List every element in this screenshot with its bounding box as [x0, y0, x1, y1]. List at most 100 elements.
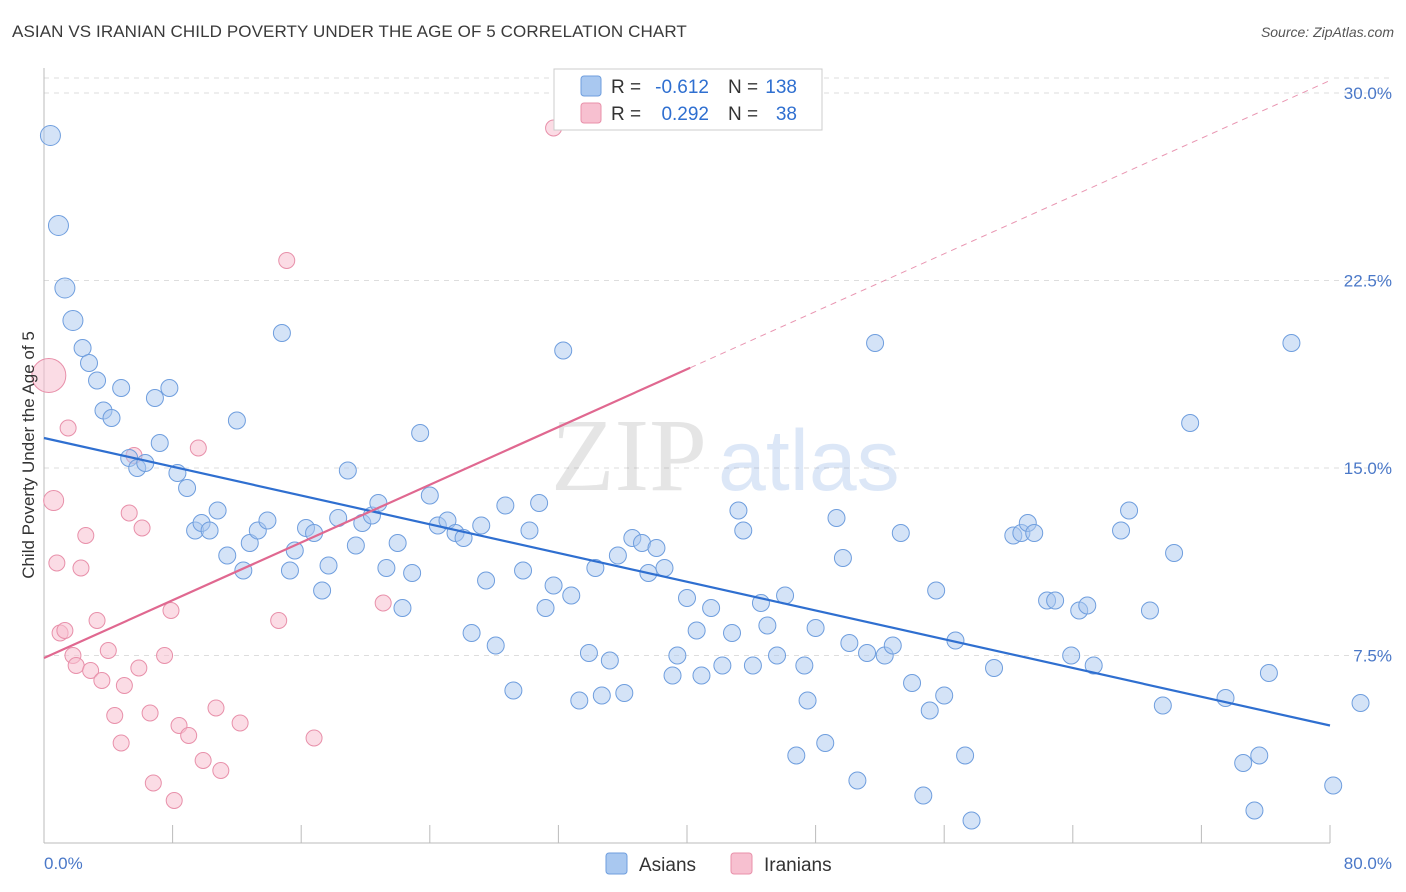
legend-r-value: 0.292 — [661, 104, 709, 125]
asians-point — [1324, 776, 1343, 795]
asians-point — [914, 786, 933, 805]
iranians-point — [189, 439, 207, 457]
legend-n-label: N = — [728, 77, 758, 98]
asians-point — [678, 589, 696, 607]
asians-point — [615, 684, 634, 702]
iranians-point — [43, 490, 65, 511]
asians-point — [462, 624, 481, 642]
asians-point — [1234, 754, 1253, 772]
asians-point — [798, 691, 817, 710]
asians-point — [73, 339, 92, 357]
asians-point — [80, 354, 99, 372]
watermark-atlas: atlas — [718, 413, 900, 509]
asians-point — [935, 686, 954, 705]
asians-point — [486, 636, 505, 655]
asians-point — [420, 486, 439, 505]
asians-point — [962, 811, 981, 830]
asians-point — [1259, 664, 1278, 682]
legend-n-value: 38 — [776, 104, 797, 125]
iranians-point — [162, 602, 180, 619]
y-tick-label: 30.0% — [1344, 84, 1392, 103]
asians-point — [600, 651, 619, 670]
asians-point — [536, 599, 555, 617]
trend-layer — [43, 80, 1331, 727]
iranians-point — [165, 792, 183, 809]
bottom-legend: Asians Iranians — [605, 852, 832, 876]
asians-point — [403, 564, 422, 582]
iranians-point — [56, 622, 74, 639]
iranians-point — [278, 252, 296, 269]
bottom-legend-label-iranians: Iranians — [764, 855, 832, 876]
asians-point — [160, 379, 179, 397]
asians-point — [1165, 544, 1184, 562]
iranians-point — [194, 752, 212, 769]
asians-point — [927, 581, 946, 600]
iranians-point — [207, 699, 225, 717]
iranians-point — [305, 729, 323, 747]
asians-point — [258, 511, 277, 530]
asians-point — [472, 516, 491, 535]
asians-point — [713, 656, 732, 675]
iranians-point — [120, 504, 138, 522]
y-tick-label: 7.5% — [1353, 647, 1392, 666]
legend-r-label: R = — [611, 104, 641, 125]
asians-point — [663, 666, 682, 685]
asians-point — [592, 686, 611, 705]
asians-point — [687, 621, 706, 640]
asians-point — [150, 434, 169, 452]
asians-point — [544, 576, 563, 595]
asians-point — [702, 599, 721, 617]
top-legend: R = -0.612 N = 138 R = 0.292 N = 38 — [553, 68, 823, 131]
asians-point — [54, 277, 76, 299]
y-tick-label: 22.5% — [1344, 272, 1392, 291]
y-tick-label: 15.0% — [1344, 459, 1392, 478]
bottom-legend-label-asians: Asians — [639, 855, 696, 876]
asians-point — [787, 746, 806, 765]
iranians-point — [133, 519, 151, 537]
asians-point — [112, 379, 131, 397]
asians-point — [883, 636, 902, 655]
asians-point — [795, 656, 814, 675]
asians-point — [47, 215, 69, 236]
asians-point — [477, 571, 496, 590]
asians-point — [346, 536, 365, 555]
asians-point — [692, 666, 711, 685]
asians-point — [1120, 501, 1139, 520]
asians-point — [840, 634, 859, 652]
asians-point — [200, 521, 219, 540]
x-tick-label: 80.0% — [1344, 854, 1392, 873]
asians-point — [734, 521, 753, 540]
iranians-point — [67, 657, 85, 674]
asians-point — [145, 389, 164, 407]
asians-point — [1112, 521, 1131, 540]
asians-point — [102, 409, 121, 427]
asians-point — [723, 624, 742, 642]
iranians-point — [93, 672, 111, 689]
asians-point — [272, 324, 291, 342]
iranians-point — [112, 734, 130, 752]
asians-point — [858, 644, 877, 662]
iranians-point — [374, 594, 392, 612]
legend-swatch-asians — [580, 75, 602, 97]
asians-point — [827, 509, 846, 527]
bottom-legend-swatch-iranians — [730, 852, 753, 875]
asians-point — [554, 341, 573, 360]
asians-point — [833, 549, 852, 567]
asians-point — [1153, 696, 1172, 715]
tick-label-layer: 7.5% 15.0% 22.5% 30.0% 0.0% 80.0% — [44, 84, 1392, 873]
asians-point — [848, 771, 867, 790]
asians-point — [1140, 601, 1159, 620]
iranians-point — [212, 762, 230, 779]
asians-point — [985, 659, 1004, 677]
asians-point — [1181, 414, 1200, 432]
asians-point — [319, 556, 338, 575]
asians-point — [313, 581, 332, 600]
iranians-point — [156, 647, 174, 664]
asians-point — [586, 559, 605, 577]
x-tick-label: 0.0% — [44, 854, 83, 873]
asians-point — [647, 539, 666, 557]
y-axis-title: Child Poverty Under the Age of 5 — [19, 331, 38, 579]
asians-point — [178, 479, 197, 497]
iranians-points — [31, 119, 563, 809]
